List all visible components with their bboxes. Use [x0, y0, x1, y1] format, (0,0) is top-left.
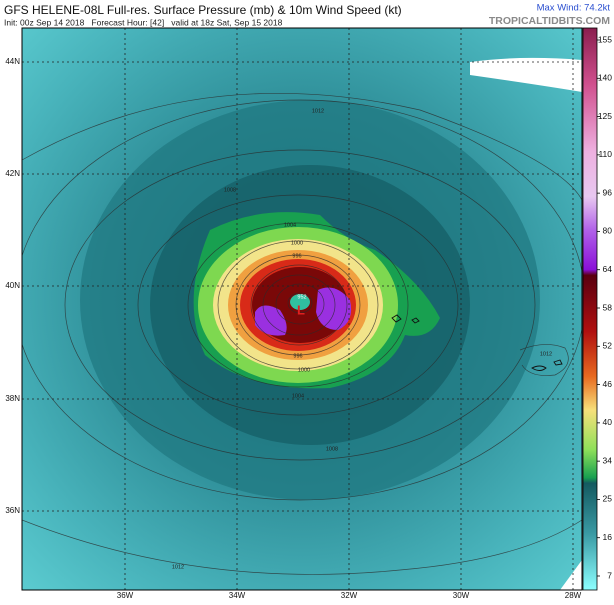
isobar-label: 1000: [298, 367, 310, 373]
lat-label: 44N: [5, 57, 20, 66]
colorbar-label: 64: [603, 264, 613, 274]
isobar-label: 1008: [326, 446, 338, 452]
land: [470, 57, 582, 92]
lat-label: 42N: [5, 169, 20, 178]
site-name: TROPICALTIDBITS.COM: [489, 15, 610, 27]
colorbar-label: 155: [598, 34, 612, 44]
lat-label: 36N: [5, 506, 20, 515]
colorbar-label: 140: [598, 73, 612, 83]
isobar-label: 1000: [291, 240, 303, 246]
map-frame: [21, 27, 583, 591]
low-marker: L: [297, 302, 305, 317]
colorbar-label: 80: [603, 226, 613, 236]
colorbar-label: 125: [598, 111, 612, 121]
colorbar: [582, 27, 598, 591]
map-title: GFS HELENE-08L Full-res. Surface Pressur…: [4, 3, 402, 17]
lat-label: 40N: [5, 281, 20, 290]
isobar-label: 996: [292, 253, 301, 259]
lon-label: 36W: [117, 591, 134, 600]
graticule: [22, 28, 582, 590]
isobar-label: 952: [297, 294, 306, 300]
eye: [290, 294, 310, 310]
isobar-label: 1012: [172, 564, 184, 570]
isobars: [22, 92, 582, 575]
lon-label: 30W: [453, 591, 470, 600]
colorbar-label: 52: [603, 341, 613, 351]
colorbar-labels: 155 140 125 110 96 80 64 58 52 46 40 34 25 16 7: [597, 34, 612, 580]
colorbar-label: 7: [607, 570, 612, 580]
colorbar-label: 96: [603, 187, 613, 197]
colorbar-label: 34: [603, 455, 613, 465]
isobar-label: 1008: [224, 187, 236, 193]
colorbar-label: 25: [603, 494, 613, 504]
isobar-label: 1012: [540, 351, 552, 357]
colorbar-label: 40: [603, 417, 613, 427]
contour-labels: 1012 1008 1004 1000 996 952 996 1000 1004 1008 101…: [172, 108, 552, 570]
lon-label: 28W: [565, 591, 582, 600]
isobar-label: 1012: [312, 108, 324, 114]
map-subtitle: Init: 00z Sep 14 2018 Forecast Hour: [42…: [4, 17, 283, 27]
lat-label: 38N: [5, 394, 20, 403]
islands: [391, 314, 563, 371]
isobar-label: 1004: [292, 393, 304, 399]
map-area: L 10121008100410009969529961000100410081…: [22, 28, 582, 590]
lon-label: 32W: [341, 591, 358, 600]
wind-80kt: [316, 287, 352, 330]
max-wind: Max Wind: 74.2kt: [537, 3, 611, 14]
axis-labels: 44N 42N 40N 38N 36N 36W 34W 32W 30W 28W: [5, 57, 581, 600]
colorbar-label: 46: [603, 379, 613, 389]
lon-label: 34W: [229, 591, 246, 600]
land: [560, 560, 582, 590]
colorbar-label: 58: [603, 302, 613, 312]
colorbar-label: 110: [598, 149, 612, 159]
isobar-label: 1004: [284, 222, 296, 228]
isobar-label: 996: [293, 353, 302, 359]
colorbar-label: 16: [603, 532, 613, 542]
